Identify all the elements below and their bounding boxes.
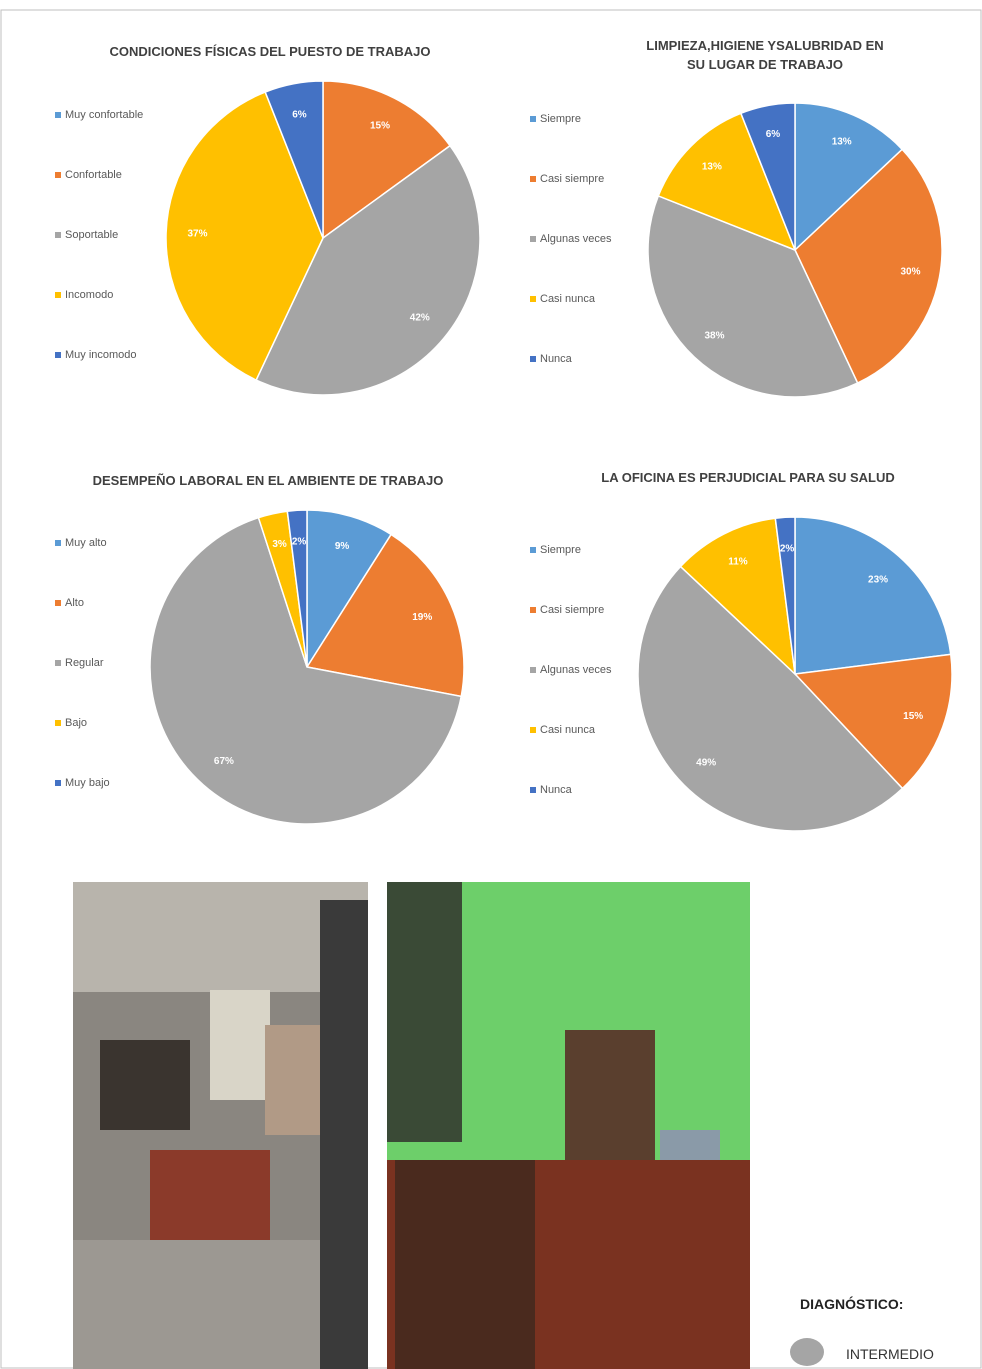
slice-label: 15% <box>903 711 923 722</box>
chart-title: LA OFICINA ES PERJUDICIAL PARA SU SALUD <box>601 470 895 485</box>
slice-label: 6% <box>292 109 307 120</box>
legend-label: Algunas veces <box>540 233 612 245</box>
chart-title: CONDICIONES FÍSICAS DEL PUESTO DE TRABAJ… <box>109 44 431 59</box>
photo-office-1 <box>73 882 368 1369</box>
slice-label: 6% <box>766 129 781 140</box>
legend-swatch <box>530 547 536 553</box>
legend-swatch <box>530 727 536 733</box>
pie-slice <box>149 516 463 825</box>
pie-slice <box>739 102 796 251</box>
legend-label: Siempre <box>540 544 581 556</box>
pie-slice <box>286 509 308 668</box>
legend-swatch <box>530 116 536 122</box>
legend-label: Algunas veces <box>540 664 612 676</box>
pie-slice <box>794 148 943 385</box>
pie-slice <box>637 565 904 832</box>
pie-slice <box>794 102 904 252</box>
photo-office-2 <box>387 882 750 1369</box>
pie-slice <box>774 516 796 675</box>
slice-label: 13% <box>832 137 852 148</box>
legend-label: Regular <box>65 657 104 669</box>
slice-label: 11% <box>728 557 748 568</box>
diagnosis-result: INTERMEDIO <box>846 1346 934 1362</box>
slice-label: 37% <box>187 229 207 240</box>
diagnosis-dot <box>790 1338 824 1366</box>
slice-label: 15% <box>370 121 390 132</box>
legend-swatch <box>55 112 61 118</box>
legend-swatch <box>55 660 61 666</box>
legend-swatch <box>55 172 61 178</box>
pie-slice <box>647 194 859 398</box>
pie-slice <box>306 509 393 670</box>
legend-swatch <box>530 176 536 182</box>
legend-swatch <box>55 540 61 546</box>
legend-label: Casi nunca <box>540 293 596 305</box>
legend-label: Nunca <box>540 353 573 365</box>
pie-slice <box>793 653 953 790</box>
legend-swatch <box>55 232 61 238</box>
pie-slice <box>255 144 481 396</box>
slice-label: 19% <box>412 612 432 623</box>
pie-slice <box>264 80 324 239</box>
legend-label: Muy confortable <box>65 109 143 121</box>
slice-label: 38% <box>704 330 724 341</box>
legend-swatch <box>530 667 536 673</box>
legend-swatch <box>55 720 61 726</box>
legend-label: Siempre <box>540 113 581 125</box>
legend-swatch <box>55 352 61 358</box>
slice-label: 23% <box>868 574 888 585</box>
slice-label: 30% <box>901 267 921 278</box>
diagnosis-heading: DIAGNÓSTICO: <box>800 1296 904 1312</box>
slice-label: 3% <box>272 539 287 550</box>
pie-slice <box>322 80 452 240</box>
legend-swatch <box>530 296 536 302</box>
pie-slice <box>679 517 797 676</box>
legend-swatch <box>55 780 61 786</box>
legend-swatch <box>530 607 536 613</box>
pie-slice <box>657 112 797 252</box>
legend-label: Muy incomodo <box>65 349 137 361</box>
legend-label: Soportable <box>65 229 118 241</box>
legend-label: Alto <box>65 597 84 609</box>
slice-label: 42% <box>410 313 430 324</box>
chart-title: LIMPIEZA,HIGIENE YSALUBRIDAD EN SU LUGAR… <box>646 38 884 72</box>
legend-label: Bajo <box>65 717 87 729</box>
slice-label: 2% <box>292 536 307 547</box>
chart-title: DESEMPEÑO LABORAL EN EL AMBIENTE DE TRAB… <box>92 473 444 488</box>
legend-label: Incomodo <box>65 289 113 301</box>
legend-label: Muy bajo <box>65 777 110 789</box>
slice-label: 67% <box>214 756 234 767</box>
slice-label: 2% <box>780 543 795 554</box>
legend-label: Casi nunca <box>540 724 596 736</box>
pie-slice <box>794 516 952 675</box>
legend-swatch <box>530 236 536 242</box>
slice-label: 9% <box>335 541 350 552</box>
legend-label: Muy alto <box>65 537 107 549</box>
slice-label: 49% <box>696 757 716 768</box>
pie-slice <box>165 91 324 382</box>
slice-label: 13% <box>702 161 722 172</box>
legend-label: Nunca <box>540 784 573 796</box>
legend-label: Confortable <box>65 169 122 181</box>
legend-label: Casi siempre <box>540 604 604 616</box>
legend-swatch <box>530 787 536 793</box>
legend-label: Casi siempre <box>540 173 604 185</box>
legend-swatch <box>55 600 61 606</box>
legend-swatch <box>55 292 61 298</box>
pie-slice <box>305 533 465 698</box>
legend-swatch <box>530 356 536 362</box>
